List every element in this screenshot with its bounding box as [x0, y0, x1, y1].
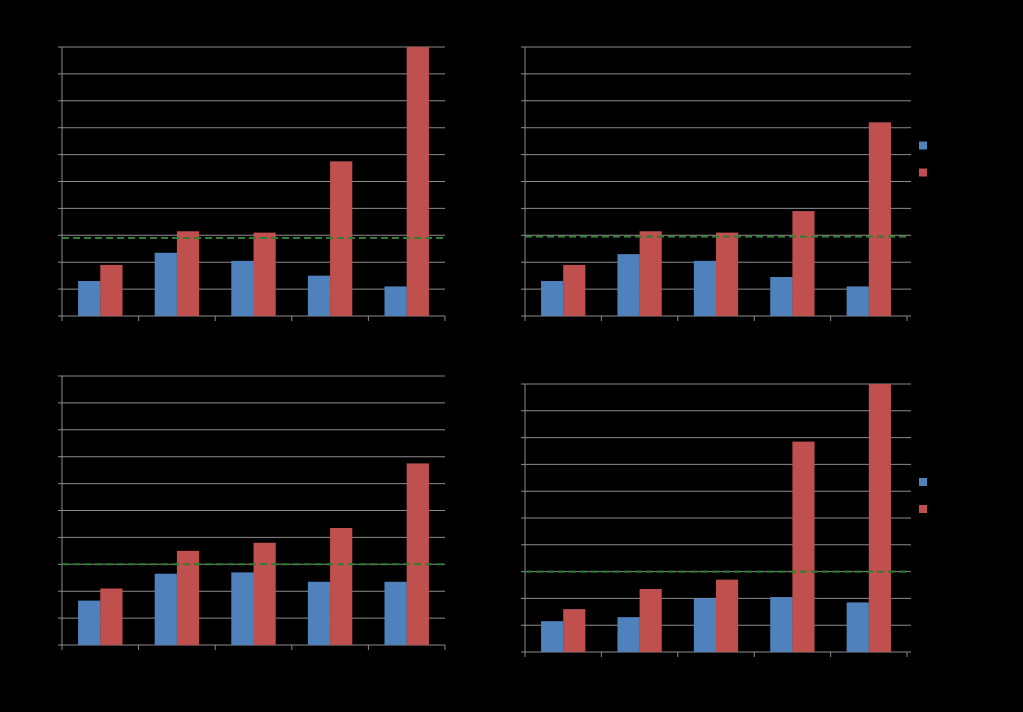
legend-swatch	[919, 168, 927, 177]
bar	[78, 281, 101, 316]
bar	[384, 581, 407, 645]
bar	[541, 621, 564, 652]
bar	[693, 260, 716, 316]
bar	[792, 211, 815, 316]
bar	[617, 254, 640, 316]
legend-swatch	[919, 505, 927, 513]
bar	[100, 264, 123, 316]
bar	[231, 572, 254, 645]
bar	[330, 527, 353, 645]
bar	[639, 231, 662, 316]
bar	[406, 463, 429, 645]
bar	[176, 231, 200, 316]
bar	[231, 260, 254, 316]
bar	[307, 581, 331, 645]
bar	[563, 609, 586, 652]
bar	[563, 264, 586, 316]
bar	[154, 573, 177, 645]
bar	[770, 276, 793, 316]
bar	[868, 384, 891, 652]
chart-panel-top-left	[58, 46, 446, 321]
bar	[406, 47, 429, 316]
chart-panel-top-right	[521, 46, 927, 321]
bar	[716, 232, 739, 316]
bar	[693, 598, 716, 652]
bar	[100, 588, 123, 645]
bar	[792, 441, 815, 652]
bar	[384, 286, 407, 316]
bar	[541, 281, 564, 316]
bar	[307, 275, 331, 316]
legend-swatch	[919, 141, 927, 150]
bar	[617, 617, 640, 652]
legend-swatch	[919, 478, 927, 486]
bar	[253, 232, 276, 316]
bar	[716, 579, 739, 652]
bar	[846, 286, 869, 316]
bar	[176, 550, 200, 645]
bar	[154, 252, 177, 316]
chart-panel-bottom-left	[58, 375, 446, 650]
bar	[770, 597, 793, 652]
bar	[846, 602, 869, 652]
chart-panel-bottom-right	[521, 383, 927, 657]
bar	[78, 600, 101, 645]
bar	[639, 589, 662, 652]
bar	[868, 122, 891, 316]
bar	[253, 542, 276, 645]
